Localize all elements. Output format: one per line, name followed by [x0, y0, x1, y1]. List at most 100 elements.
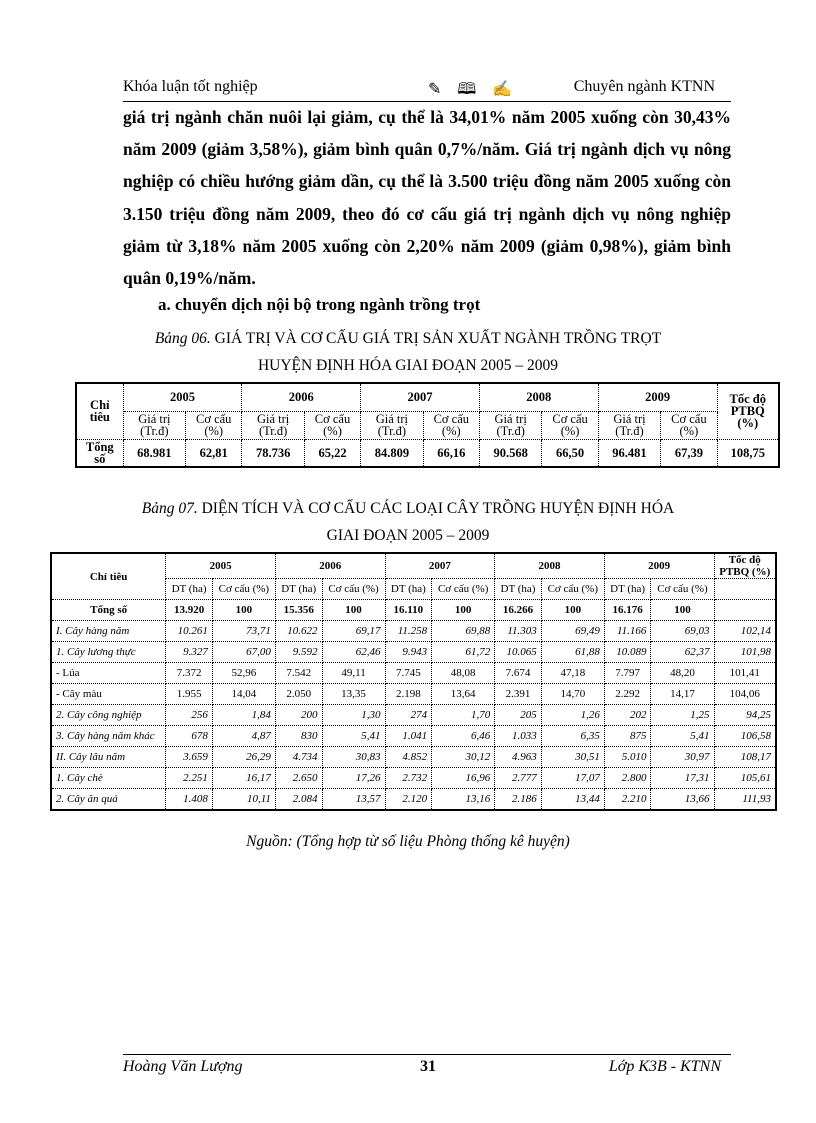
- cell: 61,88: [540, 641, 605, 663]
- sub-header: DT (ha): [165, 578, 213, 600]
- cell: 62,46: [321, 641, 386, 663]
- page-number: 31: [420, 1058, 436, 1075]
- cell: 11.166: [603, 620, 652, 642]
- row-label: 2. Cây ăn quả: [50, 788, 167, 810]
- cell: 202: [603, 704, 652, 726]
- cell: 10.622: [274, 620, 323, 642]
- rate-header: Tốc độ PTBQ (%): [713, 552, 777, 579]
- table-row: 2. Cây công nghiệp 256 1,84 200 1,30 274 1,70 2…: [50, 704, 777, 726]
- row-label: 3. Cây hàng năm khác: [50, 725, 167, 747]
- sub-header: DT (ha): [274, 578, 323, 600]
- cell: 30,12: [431, 746, 496, 768]
- cell: 30,97: [650, 746, 715, 768]
- sub-header: Giá trị (Tr.đ): [597, 410, 662, 440]
- cell: 2.198: [384, 683, 433, 705]
- table-row: I. Cây hàng năm 10.261 73,71 10.622 69,17 11.…: [50, 620, 777, 642]
- year-header: 2009: [597, 382, 718, 412]
- table-row: 1. Cây chè 2.251 16,17 2.650 17,26 2.732 16,96…: [50, 767, 777, 789]
- cell: 2.084: [274, 788, 323, 810]
- cell: 61,72: [431, 641, 496, 663]
- year-header: 2005: [165, 552, 276, 579]
- cell: 1.041: [384, 725, 433, 747]
- table-row: 3. Cây hàng năm khác 678 4,87 830 5,41 1.041 6…: [50, 725, 777, 747]
- cell: 68.981: [122, 438, 187, 468]
- cell: 100: [540, 599, 605, 621]
- rate-header: Tốc độ PTBQ (%): [716, 382, 780, 440]
- cell: 2.210: [603, 788, 652, 810]
- year-header: 2005: [122, 382, 243, 412]
- cell: 2.777: [494, 767, 542, 789]
- cell: 2.391: [494, 683, 542, 705]
- cell: 96.481: [597, 438, 662, 468]
- cell: 6,46: [431, 725, 496, 747]
- body-paragraph: giá trị ngành chăn nuôi lại giảm, cụ thể…: [123, 107, 731, 289]
- sub-header: Giá trị (Tr.đ): [478, 410, 543, 440]
- sub-header: Giá trị (Tr.đ): [122, 410, 187, 440]
- cell: 4.963: [494, 746, 542, 768]
- sub-header: Cơ cấu (%): [541, 410, 599, 440]
- cell: 14,04: [211, 683, 276, 705]
- cell: 1,70: [431, 704, 496, 726]
- cell: 84.809: [360, 438, 424, 468]
- cell: 108,17: [713, 746, 777, 768]
- cell: 30,51: [540, 746, 605, 768]
- cell: 2.732: [384, 767, 433, 789]
- cell: 62,81: [185, 438, 243, 468]
- row-label: 2. Cây công nghiệp: [50, 704, 167, 726]
- cell: 10.261: [165, 620, 213, 642]
- cell: 14,17: [650, 683, 715, 705]
- table-crop-area: Chỉ tiêu 2005 2006 2007 2008 2009 Tốc độ PTBQ …: [50, 552, 777, 811]
- footer-author: Hoàng Văn Lượng: [123, 1058, 243, 1075]
- cell: 66,16: [422, 438, 480, 468]
- sub-header: Cơ cấu (%): [650, 578, 715, 600]
- cell: 2.292: [603, 683, 652, 705]
- cell: 1.033: [494, 725, 542, 747]
- table-crop-value: Chỉ tiêu 2005 2006 2007 2008 2009 Tốc độ PTBQ …: [75, 382, 780, 468]
- cell: 1,30: [321, 704, 386, 726]
- page-header: Khóa luận tốt nghiệp ✎ 🕮 ✍ Chuyên ngành …: [123, 78, 731, 102]
- cell: 2.251: [165, 767, 213, 789]
- cell: 13,66: [650, 788, 715, 810]
- sub-header: DT (ha): [603, 578, 652, 600]
- header-left: Khóa luận tốt nghiệp: [123, 78, 258, 95]
- cell: 111,93: [713, 788, 777, 810]
- cell: 1,84: [211, 704, 276, 726]
- cell: 105,61: [713, 767, 777, 789]
- cell: 69,88: [431, 620, 496, 642]
- table2-caption: Bảng 07. DIỆN TÍCH VÀ CƠ CẤU CÁC LOẠI CÂ…: [0, 500, 816, 518]
- cell: 67,00: [211, 641, 276, 663]
- cell: 13,64: [431, 683, 496, 705]
- cell: 7.797: [603, 662, 652, 684]
- table-row: - Lúa 7.372 52,96 7.542 49,11 7.745 48,08 7.674…: [50, 662, 777, 684]
- cell: 16.110: [384, 599, 433, 621]
- subheader-row: DT (ha) Cơ cấu (%) DT (ha) Cơ cấu (%) DT (ha…: [51, 578, 777, 600]
- table2-caption-prefix: Bảng 07.: [141, 500, 198, 517]
- cell: 7.745: [384, 662, 433, 684]
- sub-header: Cơ cấu (%): [211, 578, 276, 600]
- cell: 16.176: [603, 599, 652, 621]
- cell: 101,98: [713, 641, 777, 663]
- cell: 5,41: [650, 725, 715, 747]
- sub-header: DT (ha): [494, 578, 542, 600]
- cell: 11.303: [494, 620, 542, 642]
- page-footer: Hoàng Văn Lượng 31 Lớp K3B - KTNN: [123, 1054, 731, 1078]
- cell: 6,35: [540, 725, 605, 747]
- cell: 48,08: [431, 662, 496, 684]
- cell: 102,14: [713, 620, 777, 642]
- cell: 7.542: [274, 662, 323, 684]
- cell: 16,96: [431, 767, 496, 789]
- row-label: I. Cây hàng năm: [50, 620, 167, 642]
- cell: 26,29: [211, 746, 276, 768]
- sub-header: Cơ cấu (%): [422, 410, 480, 440]
- cell: 13,16: [431, 788, 496, 810]
- sub-header: Cơ cấu (%): [660, 410, 718, 440]
- cell: 200: [274, 704, 323, 726]
- sub-header: Cơ cấu (%): [431, 578, 496, 600]
- cell: 7.372: [165, 662, 213, 684]
- sub-header: Cơ cấu (%): [185, 410, 243, 440]
- cell: 69,17: [321, 620, 386, 642]
- row-label: Tổng số: [50, 599, 167, 621]
- cell: 17,31: [650, 767, 715, 789]
- cell: 47,18: [540, 662, 605, 684]
- cell: 62,37: [650, 641, 715, 663]
